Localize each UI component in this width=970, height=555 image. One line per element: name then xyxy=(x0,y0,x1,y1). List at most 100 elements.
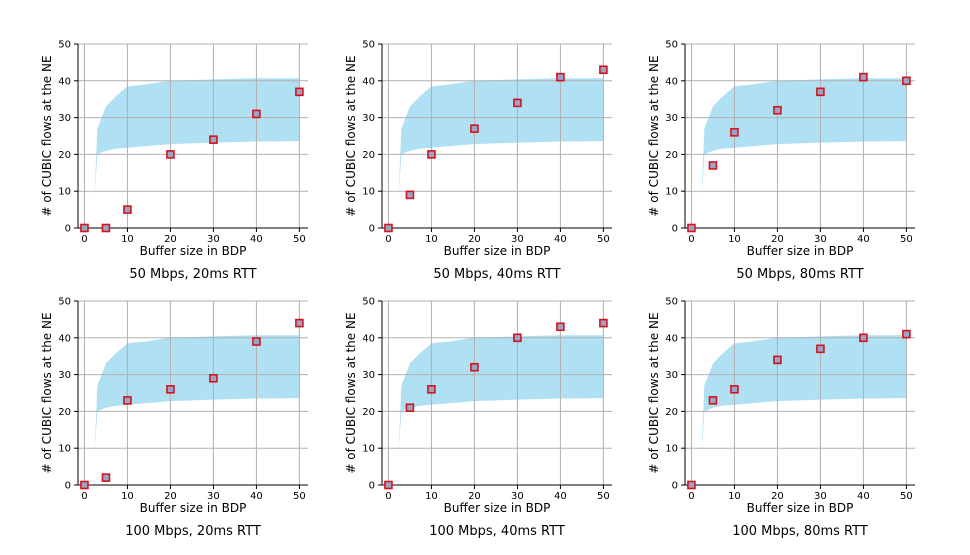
x-tick-label: 10 xyxy=(425,491,438,502)
data-point xyxy=(427,385,436,394)
data-point xyxy=(470,362,479,372)
x-axis-label: Buffer size in BDP xyxy=(444,244,551,258)
subplot-1: 0 10 20 30 40 50 0 10 20 30 40 50 Buffer size in BDP… xyxy=(40,40,308,282)
subplot-title: 50 Mbps, 80ms RTT xyxy=(736,267,863,282)
x-tick-label: 30 xyxy=(511,491,524,502)
x-tick-label: 0 xyxy=(81,491,87,502)
y-tick-label: 20 xyxy=(58,150,71,161)
range-band xyxy=(398,78,604,201)
data-point xyxy=(513,98,522,108)
data-point xyxy=(209,373,218,383)
data-point xyxy=(470,124,479,133)
y-tick-label: 0 xyxy=(369,481,375,492)
data-point xyxy=(123,396,132,405)
y-tick-label: 20 xyxy=(362,407,375,418)
x-tick-label: 30 xyxy=(814,491,827,502)
y-axis-label: # of CUBIC flows at the NE xyxy=(647,55,661,216)
y-tick-label: 50 xyxy=(665,40,678,51)
data-point xyxy=(773,355,782,365)
x-tick-label: 10 xyxy=(728,234,741,245)
data-point xyxy=(252,109,261,119)
data-point xyxy=(708,161,718,170)
x-tick-label: 30 xyxy=(511,234,524,245)
x-tick-label: 50 xyxy=(597,491,610,502)
y-tick-label: 50 xyxy=(665,297,678,308)
y-tick-label: 40 xyxy=(665,76,678,87)
x-tick-label: 20 xyxy=(164,234,177,245)
y-tick-label: 0 xyxy=(65,224,71,235)
data-point xyxy=(556,72,565,82)
data-point xyxy=(687,480,696,490)
data-point xyxy=(513,333,522,343)
subplot-title: 100 Mbps, 20ms RTT xyxy=(125,524,261,539)
y-tick-label: 40 xyxy=(58,76,71,87)
x-tick-label: 40 xyxy=(554,234,567,245)
y-axis-label: # of CUBIC flows at the NE xyxy=(40,55,54,216)
y-tick-label: 20 xyxy=(665,150,678,161)
x-tick-label: 0 xyxy=(385,491,391,502)
x-axis-label: Buffer size in BDP xyxy=(140,501,247,515)
y-tick-label: 50 xyxy=(362,40,375,51)
data-point xyxy=(405,403,415,413)
x-tick-label: 50 xyxy=(900,234,913,245)
y-tick-label: 50 xyxy=(362,297,375,308)
data-point xyxy=(599,318,608,328)
y-tick-label: 10 xyxy=(665,444,678,455)
y-tick-label: 10 xyxy=(665,187,678,198)
data-point xyxy=(80,480,89,490)
data-point xyxy=(773,105,782,115)
x-tick-label: 30 xyxy=(207,234,220,245)
data-point xyxy=(166,150,175,159)
range-band xyxy=(701,78,907,201)
data-point xyxy=(687,223,696,233)
data-point xyxy=(101,223,111,233)
y-tick-label: 0 xyxy=(369,224,375,235)
y-tick-label: 40 xyxy=(362,333,375,344)
x-axis-label: Buffer size in BDP xyxy=(444,501,551,515)
y-axis-label: # of CUBIC flows at the NE xyxy=(344,55,358,216)
x-tick-label: 20 xyxy=(164,491,177,502)
x-tick-label: 40 xyxy=(250,491,263,502)
x-tick-label: 50 xyxy=(900,491,913,502)
data-point xyxy=(816,87,825,97)
subplot-title: 100 Mbps, 80ms RTT xyxy=(732,524,868,539)
x-tick-label: 10 xyxy=(728,491,741,502)
x-tick-label: 0 xyxy=(688,491,694,502)
x-tick-label: 20 xyxy=(468,234,481,245)
range-band xyxy=(398,335,604,458)
x-tick-label: 40 xyxy=(857,234,870,245)
x-tick-label: 40 xyxy=(857,491,870,502)
range-band xyxy=(94,78,300,201)
y-tick-label: 50 xyxy=(58,297,71,308)
y-tick-label: 30 xyxy=(58,370,71,381)
data-point xyxy=(123,205,132,214)
x-tick-label: 10 xyxy=(121,491,134,502)
y-tick-label: 40 xyxy=(362,76,375,87)
subplot-title: 50 Mbps, 20ms RTT xyxy=(129,267,256,282)
x-tick-label: 50 xyxy=(293,491,306,502)
data-point xyxy=(902,329,911,339)
data-point xyxy=(859,72,868,82)
subplot-3: 0 10 20 30 40 50 0 10 20 30 40 50 Buffer size in BDP… xyxy=(647,40,915,282)
y-tick-label: 10 xyxy=(362,187,375,198)
y-tick-label: 30 xyxy=(362,113,375,124)
y-axis-label: # of CUBIC flows at the NE xyxy=(344,312,358,473)
range-band xyxy=(701,335,907,458)
data-point xyxy=(384,480,393,490)
subplot-6: 0 10 20 30 40 50 0 10 20 30 40 50 Buffer size in BDP… xyxy=(647,297,915,539)
x-tick-label: 20 xyxy=(771,234,784,245)
subplot-4: 0 10 20 30 40 50 0 10 20 30 40 50 Buffer size in BDP… xyxy=(40,297,308,539)
subplot-2: 0 10 20 30 40 50 0 10 20 30 40 50 Buffer size in BDP… xyxy=(344,40,612,282)
x-tick-label: 20 xyxy=(771,491,784,502)
data-point xyxy=(859,333,868,343)
x-tick-label: 0 xyxy=(385,234,391,245)
x-tick-label: 50 xyxy=(293,234,306,245)
data-point xyxy=(902,76,911,86)
y-axis-label: # of CUBIC flows at the NE xyxy=(647,312,661,473)
x-tick-label: 0 xyxy=(81,234,87,245)
y-tick-label: 10 xyxy=(362,444,375,455)
y-tick-label: 20 xyxy=(58,407,71,418)
subplot-title: 50 Mbps, 40ms RTT xyxy=(433,267,560,282)
x-axis-label: Buffer size in BDP xyxy=(747,501,854,515)
